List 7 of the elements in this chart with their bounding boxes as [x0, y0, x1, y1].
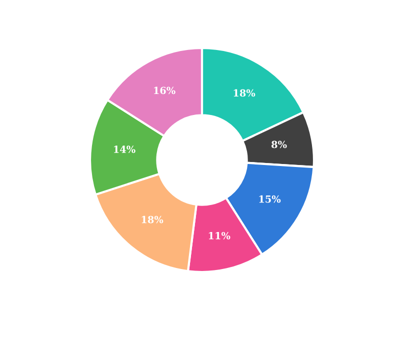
data-label: 14% — [114, 146, 136, 153]
data-label: 16% — [154, 86, 176, 94]
data-label: 15% — [259, 195, 281, 203]
data-label: 11% — [208, 232, 230, 240]
data-label: 8% — [272, 140, 287, 148]
data-label: 18% — [234, 89, 256, 97]
data-label: 18% — [142, 216, 164, 224]
